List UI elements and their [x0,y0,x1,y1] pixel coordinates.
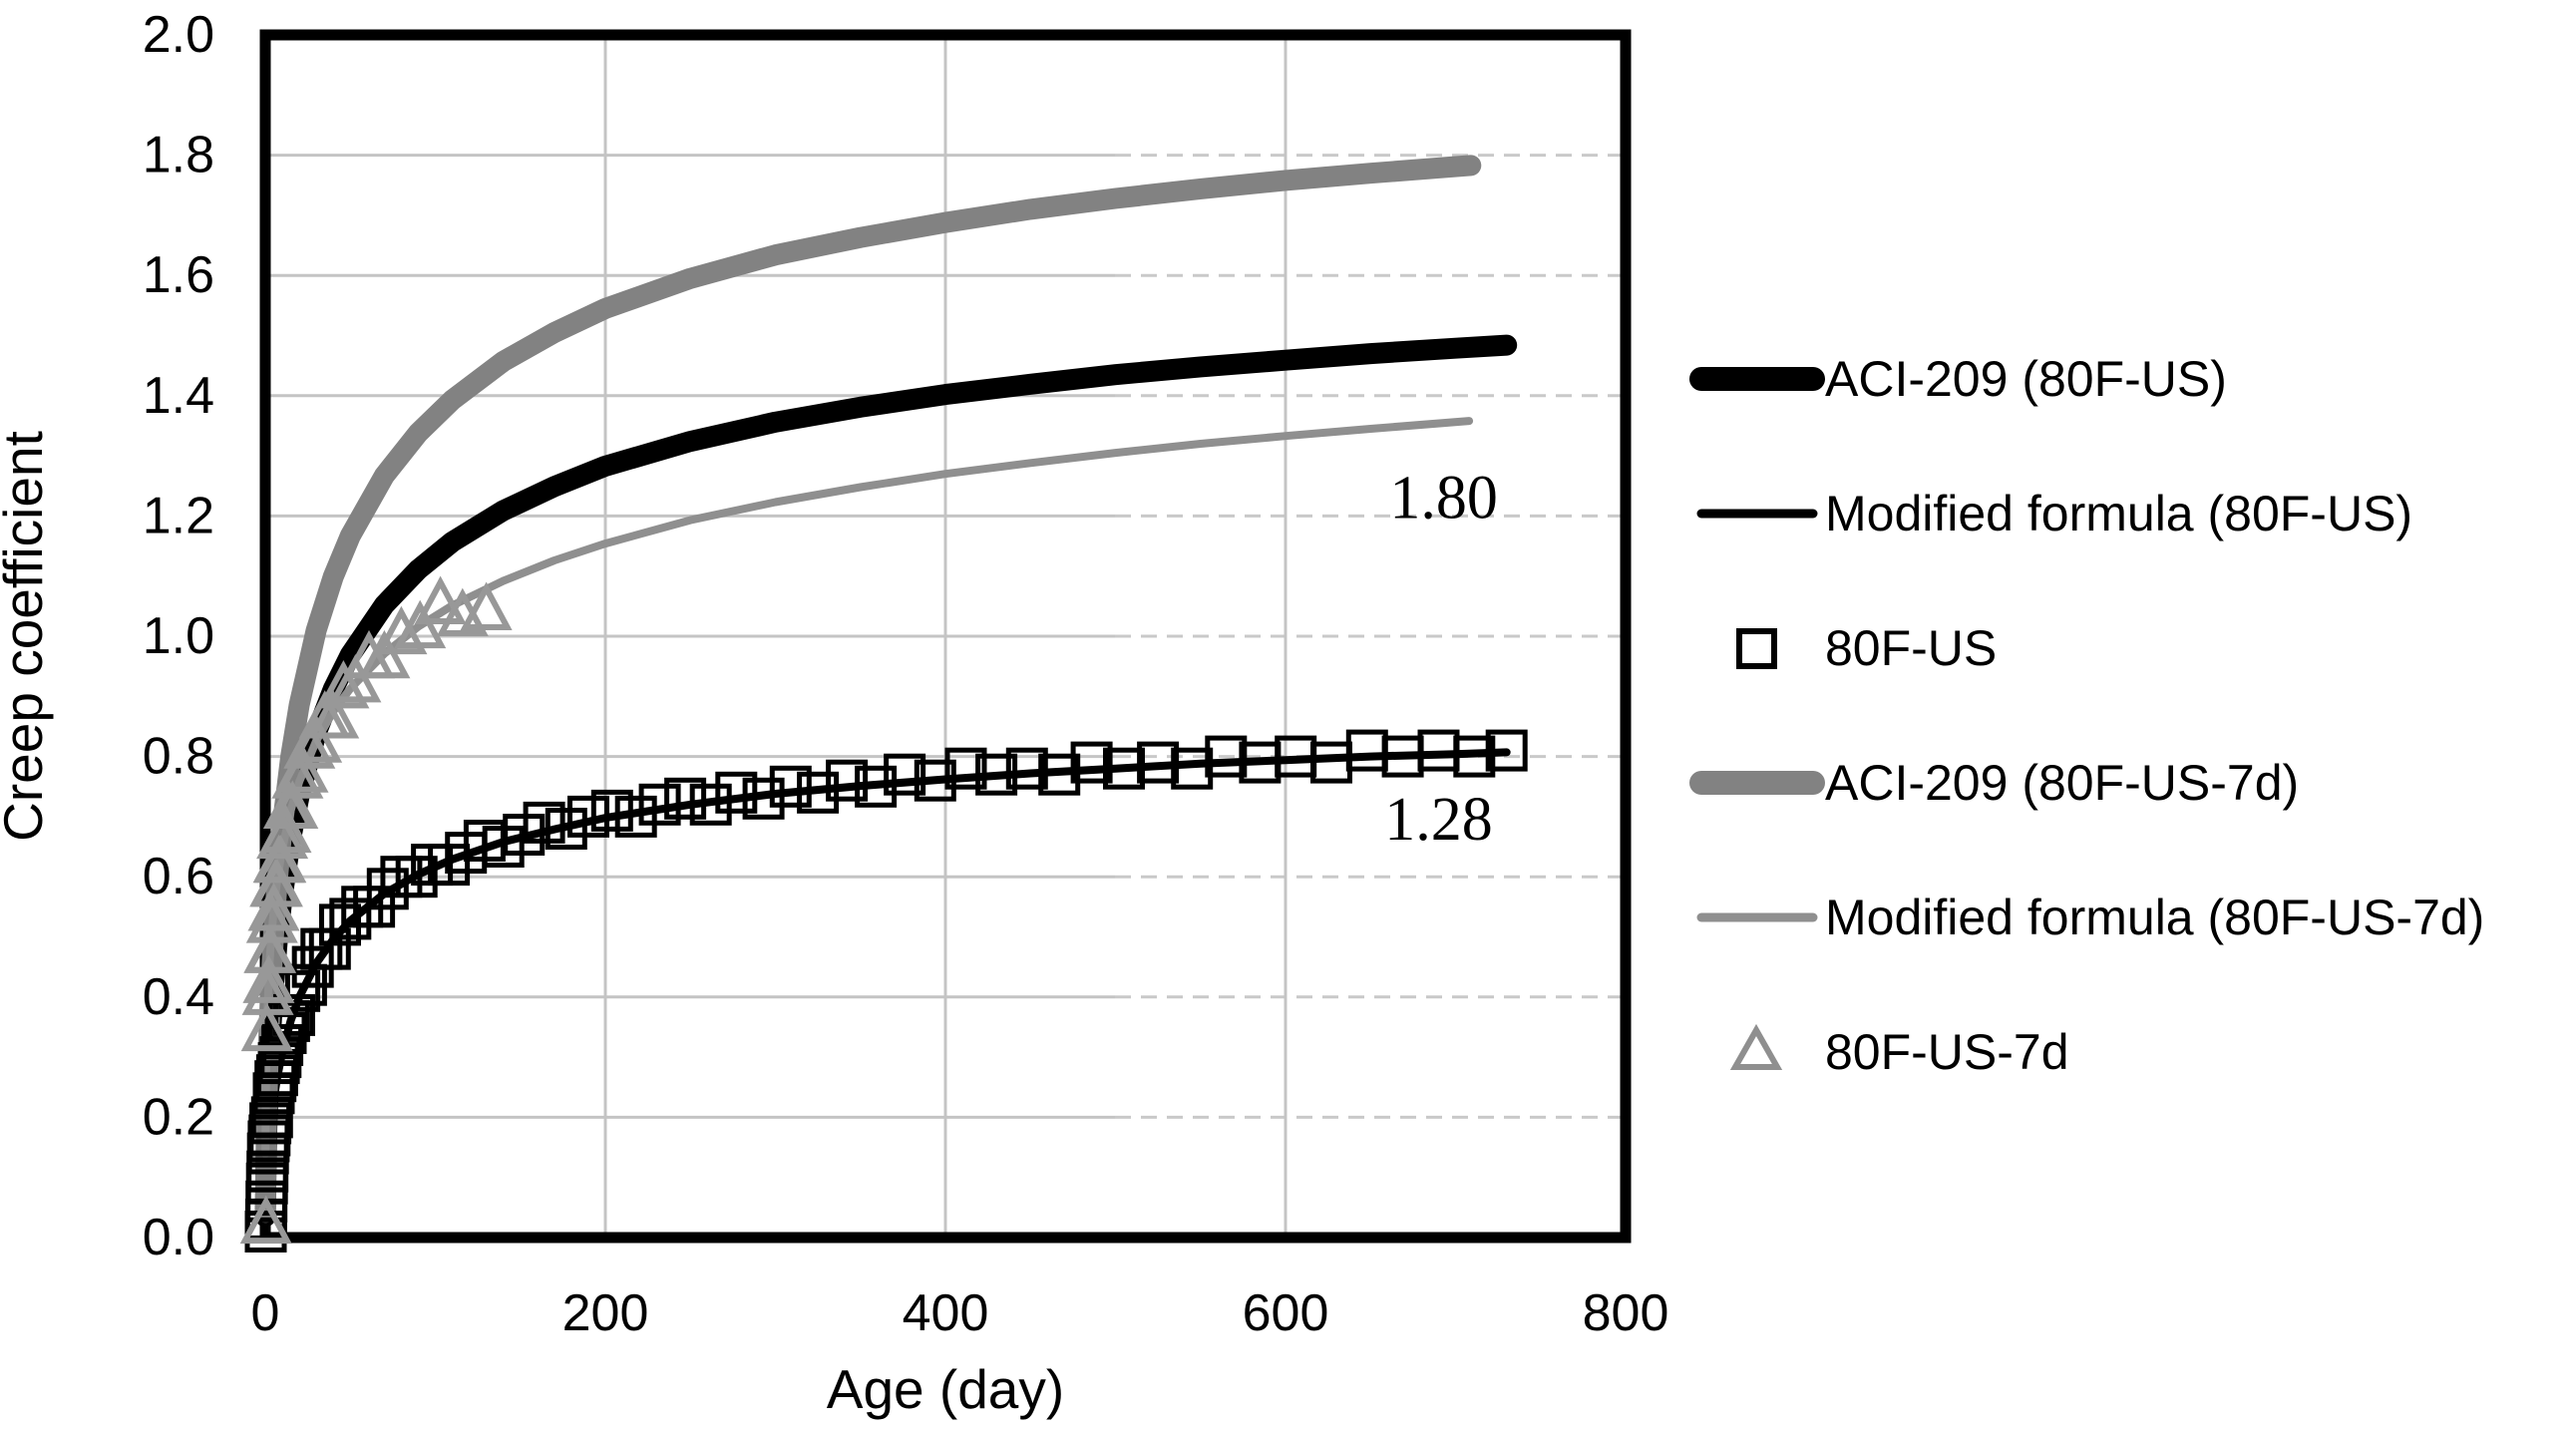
data-point-square [826,759,869,802]
data-point-square [975,753,1018,796]
data-point-square [689,783,732,826]
legend-item-80f-us: 80F-US [1736,620,1997,676]
y-tick-label: 1.6 [143,246,214,304]
data-point-square [366,868,409,910]
data-point-square [1103,747,1145,790]
legend-label: 80F-US-7d [1825,1024,2069,1080]
data-point-square [545,808,587,850]
data-point-triangle [290,714,343,763]
y-tick-label: 0.4 [143,968,214,1026]
legend-item-aci-209-80f-us-7d: ACI-209 (80F-US-7d) [1689,755,2299,811]
legend-label: Modified formula (80F-US) [1825,486,2412,541]
y-tick-label: 0.6 [143,848,214,905]
legend-label: Modified formula (80F-US-7d) [1825,890,2484,945]
data-point-triangle [317,659,370,709]
triangle-marker-swatch [1729,1023,1783,1070]
data-point-square [523,801,565,844]
y-tick-label: 1.8 [143,127,214,184]
data-point-square [797,771,840,814]
data-point-square [715,771,758,814]
legend-label: 80F-US [1825,620,1997,676]
data-point-triangle [460,581,513,630]
data-point-square [1038,753,1081,796]
data-point-square [329,897,372,940]
data-point-square [614,795,657,838]
legend-item-modified-formula-80f-us: Modified formula (80F-US) [1696,486,2412,541]
data-point-triangle [254,834,307,884]
data-point-triangle [240,1002,293,1052]
data-point-triangle [241,966,294,1015]
legend: ACI-209 (80F-US) Modified formula (80F-US… [1689,351,2484,1080]
data-point-triangle [242,954,295,1003]
data-point-triangle [250,858,303,907]
data-point-square [638,783,681,826]
y-tick-label: 1.4 [143,367,214,425]
y-tick-label: 2.0 [143,6,214,64]
y-tick-label: 0.2 [143,1088,214,1146]
series-line-aci-209-80f-us-7d [254,155,1482,1224]
series-line-modified-formula-80f-us [261,748,1511,1231]
annotation-value: 1.28 [1384,786,1493,854]
data-point-square [884,753,926,796]
data-point-square [855,765,898,808]
axis-ticks: 0.0 0.2 0.4 0.6 0.8 1.0 1.2 1.4 1.6 1.8 2.0 0 200 400… [143,6,1669,1342]
data-point-square [1137,741,1180,784]
gridlines [265,35,1626,1238]
data-point-triangle [283,720,336,769]
legend-label: ACI-209 (80F-US) [1825,351,2227,407]
data-point-square [1345,729,1388,772]
data-point-square [769,765,812,808]
data-point-triangle [259,804,312,854]
data-point-square [1205,735,1248,778]
data-point-triangle [244,924,297,973]
data-point-square [1171,747,1214,790]
y-tick-label: 0.0 [143,1209,214,1266]
data-point-triangle [414,575,467,624]
series-points-80f-us-7d [239,575,513,1245]
legend-item-modified-formula-80f-us-7d: Modified formula (80F-US-7d) [1696,890,2484,945]
data-point-square [261,1024,304,1066]
y-tick-label: 0.8 [143,728,214,786]
data-point-square [944,747,987,790]
data-point-square [1485,729,1528,772]
data-point-square [1453,735,1496,778]
series-points-80f-us [244,729,1528,1252]
legend-label: ACI-209 (80F-US-7d) [1825,755,2299,811]
data-point-square [1070,741,1113,784]
data-point-square [590,789,633,832]
data-point-square [567,795,609,838]
x-tick-label: 0 [251,1284,280,1342]
legend-item-aci-209-80f-us: ACI-209 (80F-US) [1689,351,2227,407]
annotation-value: 1.80 [1389,464,1498,532]
data-point-square [664,777,707,820]
x-tick-label: 600 [1243,1284,1329,1342]
data-point-triangle [394,599,447,649]
data-point-triangle [358,629,411,679]
data-point-triangle [266,780,319,829]
legend-item-80f-us-7d: 80F-US-7d [1729,1023,2069,1080]
plot-border [259,29,1632,1244]
data-point-triangle [375,605,428,655]
y-tick-label: 1.2 [143,487,214,544]
x-axis-title: Age (day) [827,1358,1064,1420]
x-tick-label: 200 [562,1284,649,1342]
data-point-triangle [247,883,300,931]
y-axis-title: Creep coefficient [0,431,54,842]
series-line-modified-formula-80f-us-7d [261,417,1474,1159]
data-point-triangle [329,653,382,703]
data-point-triangle [276,744,329,793]
data-point-square [1005,747,1048,790]
data-point-square [914,759,956,802]
x-tick-label: 800 [1583,1284,1669,1342]
data-point-triangle [245,894,298,943]
data-point-square [742,777,785,820]
data-point-triangle [239,1195,292,1245]
x-tick-label: 400 [903,1284,989,1342]
square-marker-swatch [1736,628,1777,669]
y-tick-label: 1.0 [143,607,214,665]
data-point-square [395,856,438,898]
data-point-triangle [307,690,360,739]
